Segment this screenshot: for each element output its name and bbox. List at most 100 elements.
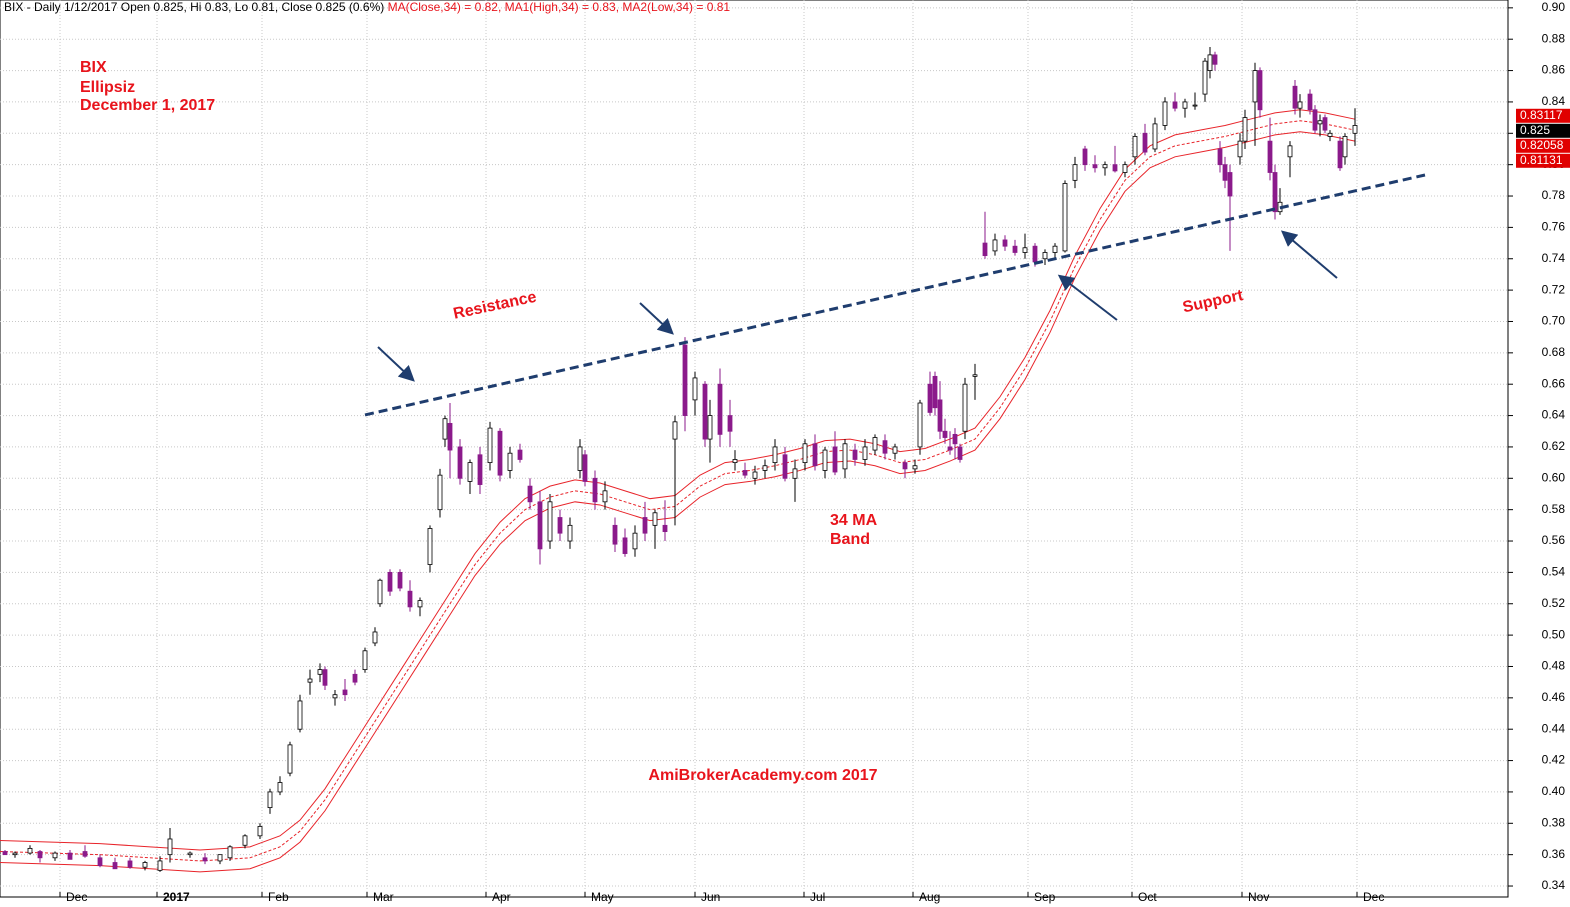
candle-body	[947, 446, 953, 451]
candle-body	[1012, 245, 1018, 253]
header-info: BIX - Daily 1/12/2017 Open 0.825, Hi 0.8…	[4, 0, 384, 14]
candle-body	[1352, 125, 1358, 134]
candle-body	[417, 600, 423, 608]
candle-body	[82, 851, 88, 857]
candle-body	[852, 449, 858, 460]
candle-body	[1042, 252, 1048, 260]
candle-body	[557, 517, 563, 534]
y-tick-label: 0.46	[1542, 690, 1566, 704]
candle-body	[742, 470, 748, 476]
candle-body	[297, 700, 303, 730]
candle-body	[287, 744, 293, 774]
x-tick-label: Apr	[492, 890, 511, 904]
date: December 1, 2017	[80, 97, 215, 114]
candle-body	[1227, 172, 1233, 197]
candle-body	[1022, 247, 1028, 253]
y-tick-label: 0.86	[1542, 63, 1566, 77]
candle-body	[487, 427, 493, 464]
candle-body	[592, 477, 598, 503]
candle-body	[457, 446, 463, 479]
x-tick-label: Oct	[1138, 890, 1157, 904]
candle-body	[317, 669, 323, 675]
candle-body	[52, 852, 58, 859]
candle-body	[1062, 183, 1068, 252]
candle-body	[307, 678, 313, 683]
candle-body	[1297, 101, 1303, 109]
price-label: 0.81131	[1520, 153, 1563, 167]
candle-body	[717, 383, 723, 435]
x-tick-label: May	[591, 890, 614, 904]
candle-body	[822, 449, 828, 471]
watermark: AmiBrokerAcademy.com 2017	[648, 767, 877, 784]
candle-body	[202, 857, 208, 862]
candle-body	[842, 443, 848, 470]
y-tick-label: 0.44	[1542, 721, 1566, 735]
candle-body	[427, 528, 433, 565]
candle-body	[97, 857, 103, 867]
candle-body	[872, 437, 878, 451]
y-tick-label: 0.40	[1542, 784, 1566, 798]
candle-body	[112, 862, 118, 870]
candle-body	[772, 446, 778, 464]
candle-body	[1287, 145, 1293, 158]
candle-body	[352, 673, 358, 683]
candle-body	[912, 465, 918, 470]
candle-body	[672, 421, 678, 440]
candle-body	[702, 383, 708, 440]
candle-body	[752, 471, 758, 479]
candle-body	[67, 852, 73, 860]
candle-body	[862, 446, 868, 460]
x-tick-label: 2017	[163, 890, 190, 904]
candle-body	[1152, 123, 1158, 150]
candle-body	[642, 517, 648, 534]
candle-body	[442, 418, 448, 440]
candle-body	[727, 415, 733, 432]
candle-body	[407, 590, 413, 608]
y-tick-label: 0.84	[1542, 94, 1566, 108]
candle-body	[1202, 60, 1208, 95]
candle-body	[437, 474, 443, 511]
candle-body	[157, 860, 163, 871]
price-label: 0.83117	[1520, 108, 1563, 122]
candle-body	[652, 512, 658, 526]
y-tick-label: 0.90	[1542, 0, 1566, 14]
candle-body	[1082, 148, 1088, 166]
candle-body	[1242, 117, 1248, 142]
candle-body	[802, 443, 808, 464]
candle-body	[342, 689, 348, 696]
candle-body	[1142, 132, 1148, 153]
y-tick-label: 0.76	[1542, 220, 1566, 234]
candle-body	[217, 854, 223, 862]
candle-body	[942, 430, 948, 438]
price-label: 0.825	[1520, 123, 1550, 137]
candle-body	[227, 846, 233, 859]
candle-body	[972, 374, 978, 377]
arrow	[639, 302, 674, 335]
candle-body	[917, 402, 923, 448]
candle-body	[1257, 70, 1263, 111]
candle-body	[707, 415, 713, 440]
candle-body	[1192, 104, 1198, 107]
candle-body	[1032, 245, 1038, 263]
x-tick-label: Dec	[1363, 890, 1384, 904]
plot-frame	[0, 0, 1509, 898]
candle-body	[267, 791, 273, 809]
candle-body	[982, 242, 988, 257]
candle-body	[1052, 245, 1058, 253]
ma-line	[0, 109, 1356, 851]
candle-body	[662, 524, 668, 533]
candle-body	[1207, 54, 1213, 71]
candle-body	[1307, 93, 1313, 111]
price-label-box	[1516, 138, 1570, 153]
candle-body	[882, 440, 888, 454]
candle-body	[12, 852, 18, 856]
x-tick-label: Dec	[66, 890, 87, 904]
candle-body	[2, 851, 8, 856]
y-tick-label: 0.56	[1542, 533, 1566, 547]
candle-body	[1292, 85, 1298, 109]
candle-body	[1267, 140, 1273, 173]
candle-body	[1072, 164, 1078, 181]
candle-body	[142, 862, 148, 868]
y-tick-label: 0.60	[1542, 470, 1566, 484]
